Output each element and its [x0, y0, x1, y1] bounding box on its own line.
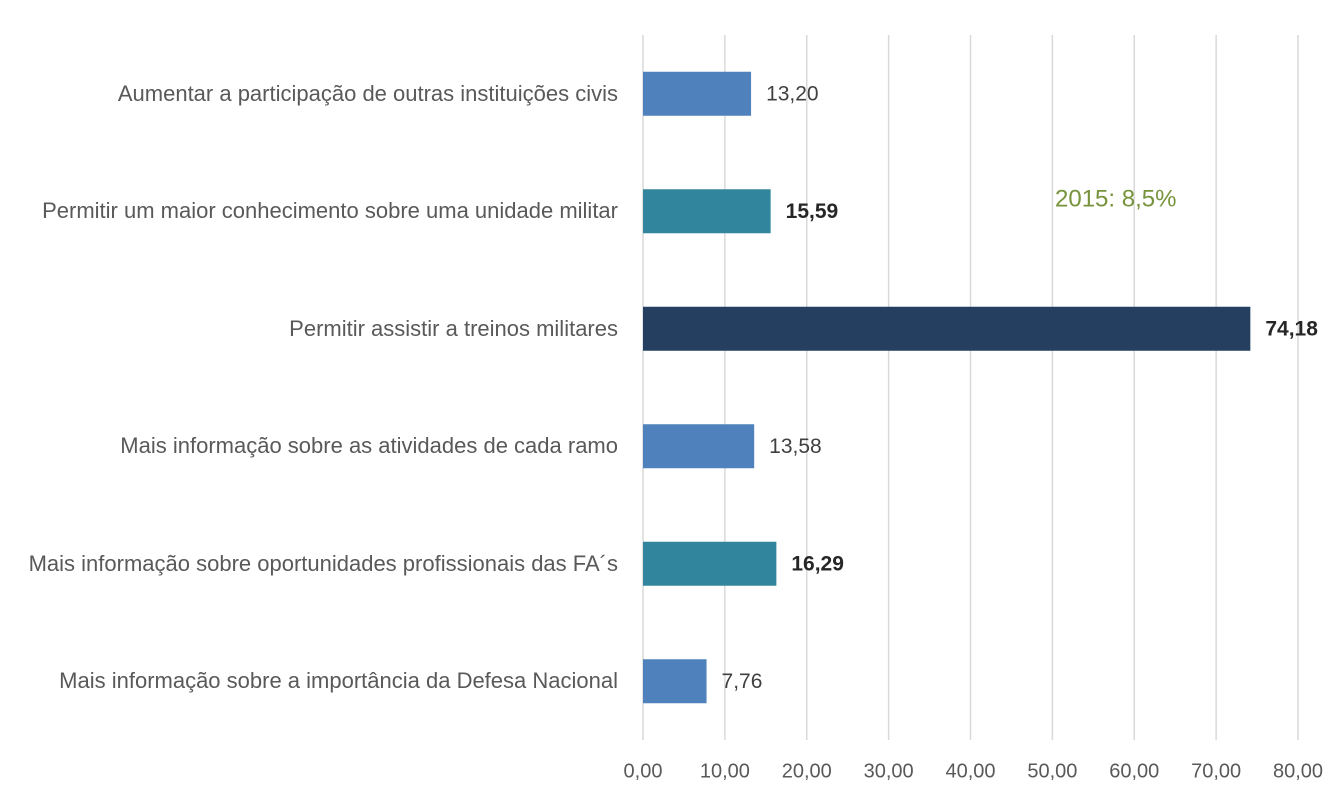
y-tick-label: Permitir assistir a treinos militares — [289, 315, 618, 341]
value-label: 13,20 — [766, 82, 819, 105]
value-label: 16,29 — [791, 552, 844, 575]
y-tick-label: Mais informação sobre a importância da D… — [59, 668, 618, 694]
value-label: 13,58 — [769, 435, 822, 458]
category-label-box: Mais informação sobre as atividades de c… — [0, 430, 618, 462]
bar — [643, 306, 1251, 351]
x-tick-label: 80,00 — [1273, 760, 1323, 782]
bar — [643, 189, 771, 234]
category-label-box: Mais informação sobre oportunidades prof… — [0, 548, 618, 580]
x-tick-label: 10,00 — [700, 760, 750, 782]
bar — [643, 424, 755, 469]
category-label-box: Permitir assistir a treinos militares — [0, 313, 618, 345]
annotation: 2015: 8,5% — [1055, 185, 1176, 212]
value-label: 7,76 — [722, 670, 763, 693]
y-tick-label: Mais informação sobre oportunidades prof… — [28, 550, 618, 576]
x-tick-label: 30,00 — [864, 760, 914, 782]
x-tick-label: 60,00 — [1109, 760, 1159, 782]
y-tick-label: Aumentar a participação de outras instit… — [117, 80, 618, 106]
x-tick-label: 50,00 — [1027, 760, 1077, 782]
category-label-box: Mais informação sobre a importância da D… — [0, 665, 618, 697]
category-label-box: Aumentar a participação de outras instit… — [0, 78, 618, 110]
y-tick-label: Permitir um maior conhecimento sobre uma… — [42, 198, 618, 224]
bar — [643, 541, 777, 586]
category-label-box: Permitir um maior conhecimento sobre uma… — [0, 195, 618, 227]
x-tick-label: 40,00 — [945, 760, 995, 782]
bar — [643, 71, 752, 116]
value-label: 15,59 — [786, 200, 839, 223]
x-tick-label: 70,00 — [1191, 760, 1241, 782]
bar — [643, 659, 707, 704]
x-tick-label: 0,00 — [624, 760, 663, 782]
value-label: 74,18 — [1265, 317, 1318, 340]
y-tick-label: Mais informação sobre as atividades de c… — [120, 433, 618, 459]
x-tick-label: 20,00 — [782, 760, 832, 782]
